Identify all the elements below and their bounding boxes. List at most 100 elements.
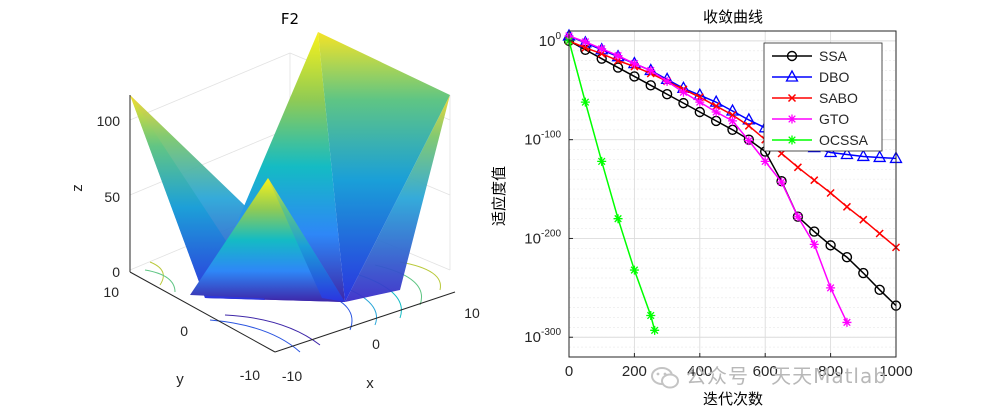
x-label: x <box>366 375 374 392</box>
convergence-title: 收敛曲线 <box>703 8 763 26</box>
x-tick-label: 600 <box>753 363 778 380</box>
convergence-x-label: 迭代次数 <box>703 390 763 408</box>
point-sabo <box>826 188 835 198</box>
point-ssa <box>645 80 656 91</box>
point-gto <box>842 317 852 327</box>
point-gto <box>760 156 770 166</box>
point-ssa <box>841 252 853 263</box>
point-dbo <box>742 112 756 125</box>
y-tick-label: 100 <box>539 31 562 50</box>
watermark-text: 公众号 · 天天Matlab <box>686 364 887 388</box>
point-dbo <box>856 149 870 162</box>
x-tick-neg10: -10 <box>282 368 302 384</box>
convergence-plot: 收敛曲线 0 200 400 600 800 1000 10010-10010-20010… <box>490 8 913 408</box>
point-ssa <box>825 240 836 251</box>
legend-label-dbo: DBO <box>819 69 849 85</box>
point-ocssa <box>597 156 607 166</box>
point-ocssa <box>580 97 590 107</box>
point-ssa <box>809 226 820 237</box>
point-dbo <box>873 150 887 163</box>
y-tick-label: 10-300 <box>524 327 561 346</box>
y-tick-label: 10-100 <box>524 130 561 149</box>
legend-marker-dbo <box>785 69 799 82</box>
point-ssa <box>694 106 705 118</box>
x-tick-label: 1000 <box>879 363 912 380</box>
point-gto <box>580 37 590 47</box>
point-ocssa <box>650 325 660 335</box>
point-ssa <box>874 284 885 296</box>
legend-box <box>763 42 883 152</box>
z-tick-0: 0 <box>112 264 120 280</box>
y-tick-10: 10 <box>103 284 119 300</box>
point-sabo <box>728 110 737 120</box>
point-dbo <box>840 147 854 160</box>
legend: SSA DBO SABO GTO OCSSA <box>763 42 883 152</box>
series-line-ocssa <box>568 40 656 331</box>
point-sabo <box>581 43 590 52</box>
legend-marker-gto <box>787 114 797 124</box>
point-sabo <box>793 163 802 172</box>
legend-label-sabo: SABO <box>819 90 858 106</box>
point-ssa <box>612 62 624 73</box>
convergence-y-label: 适应度值 <box>490 166 508 226</box>
series-ocssa <box>564 36 660 335</box>
convergence-axes-box <box>568 30 897 358</box>
legend-marker-sabo <box>787 93 797 103</box>
y-tick-neg10: -10 <box>240 367 260 383</box>
point-gto <box>809 239 819 249</box>
point-gto <box>662 76 672 86</box>
surface-mesh <box>130 32 450 302</box>
point-ssa <box>629 71 640 82</box>
watermark: 公众号 · 天天Matlab <box>650 360 887 390</box>
x-tick-label: 800 <box>818 363 843 380</box>
point-ssa <box>661 89 673 100</box>
point-ocssa <box>613 214 623 224</box>
point-gto <box>613 51 623 61</box>
point-sabo <box>859 215 868 224</box>
point-ssa <box>858 267 869 279</box>
surface-title: F2 <box>281 10 299 28</box>
surface-axes <box>129 95 456 353</box>
series-gto <box>564 31 852 327</box>
point-gto <box>777 177 787 187</box>
point-gto <box>629 59 639 69</box>
series-line-gto <box>568 35 848 323</box>
point-gto <box>597 44 607 54</box>
point-gto <box>646 66 656 76</box>
point-dbo <box>824 145 838 158</box>
x-tick-label: 200 <box>622 363 647 380</box>
point-gto <box>728 116 737 126</box>
z-label: z <box>69 184 86 192</box>
legend-label-gto: GTO <box>819 111 849 127</box>
legend-label-ssa: SSA <box>819 48 848 64</box>
point-sabo <box>875 229 884 238</box>
point-ssa <box>678 97 689 109</box>
z-tick-50: 50 <box>104 189 120 205</box>
convergence-x-ticks: 0 200 400 600 800 1000 <box>565 353 913 380</box>
point-gto <box>678 87 688 97</box>
y-tick-0: 0 <box>180 323 188 339</box>
point-sabo <box>712 102 721 111</box>
convergence-series <box>562 28 903 335</box>
y-tick-label: 10-200 <box>524 228 561 247</box>
x-tick-label: 0 <box>565 363 573 380</box>
point-sabo <box>842 202 851 211</box>
point-gto <box>793 212 803 222</box>
point-gto <box>695 97 705 107</box>
legend-marker-ssa <box>786 50 798 62</box>
series-line-ssa <box>568 40 897 307</box>
x-tick-10: 10 <box>464 305 480 321</box>
legend-marker-ocssa <box>787 135 797 145</box>
point-gto <box>744 136 754 146</box>
wechat-icon <box>651 366 679 388</box>
point-gto <box>826 283 836 293</box>
convergence-y-ticks: 100 10-100 10-200 10-300 <box>524 31 573 346</box>
point-gto <box>711 107 721 117</box>
point-sabo <box>744 121 753 130</box>
z-tick-100: 100 <box>97 113 121 129</box>
y-label: y <box>176 371 184 388</box>
point-sabo <box>810 176 819 185</box>
x-tick-label: 400 <box>687 363 712 380</box>
surface-plot: F2 <box>69 10 480 392</box>
